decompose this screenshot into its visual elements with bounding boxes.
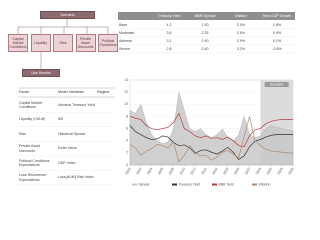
table-cell: Loss Recurrence Expectations <box>19 173 47 182</box>
y-tick-label: 8 <box>126 114 128 118</box>
x-tick-label: 2024 <box>255 167 262 176</box>
table-cell: Severe <box>119 46 131 51</box>
x-tick-label: 2008 <box>168 167 175 176</box>
legend-label: Spread <box>139 183 150 187</box>
child-node: Risk <box>53 34 73 52</box>
table-cell: 2.6% <box>236 30 246 35</box>
x-tick-label: 2030 <box>287 167 294 176</box>
table-cell: 3.6 <box>166 30 172 35</box>
y-tick-label: 0 <box>126 163 128 167</box>
x-tick-label: 2004 <box>146 167 153 176</box>
table-cell: Adverse <box>119 38 133 43</box>
x-tick-label: 2012 <box>190 167 197 176</box>
table-cell: 2.8 <box>166 46 172 51</box>
x-tick-label: 2002 <box>135 167 142 176</box>
x-tick-label: 2028 <box>277 167 284 176</box>
child-node: Private Asset Discounts <box>75 34 96 52</box>
table-header: BB/B Spread <box>194 13 216 18</box>
table-header: Treasury Yield <box>157 13 181 18</box>
table-header: Real GDP Growth <box>262 13 292 18</box>
legend-swatch <box>252 183 257 186</box>
area <box>129 92 294 166</box>
x-tick-label: 2010 <box>179 167 186 176</box>
table-cell: 1.50 <box>201 22 209 27</box>
x-tick-label: 2000 <box>124 167 131 176</box>
table-cell: 5M <box>58 117 63 122</box>
table-cell: Defer Value <box>58 146 77 151</box>
table-cell: 3.40 <box>201 46 209 51</box>
y-tick-label: 6 <box>126 126 128 130</box>
y-tick-label: 14 <box>124 78 128 82</box>
table-cell: Nominal Treasury Yield <box>58 102 95 107</box>
line <box>129 125 293 161</box>
table-cell: 3.1 <box>166 38 172 43</box>
x-tick-label: 2018 <box>222 167 229 176</box>
table-cell: Risk <box>19 131 26 136</box>
table-cell: 3.2% <box>236 46 246 51</box>
legend-swatch <box>172 183 177 186</box>
table-cell: 2.90 <box>201 38 209 43</box>
table-cell: 2.0% <box>236 22 246 27</box>
table-header: Model Variables <box>58 90 84 95</box>
x-tick-label: 2016 <box>211 167 218 176</box>
table-cell: 0.1% <box>272 38 282 43</box>
child-node: Liquidity <box>30 34 51 52</box>
y-tick-label: 10 <box>124 102 128 106</box>
table-header-bg <box>118 12 295 20</box>
legend-label: Treasury Yield <box>179 183 201 187</box>
table-cell: Private Asset Discounts <box>19 144 40 153</box>
root-node: Scenario <box>40 11 95 19</box>
table-cell: -0.8% <box>272 46 282 51</box>
scenario-label-bg <box>264 82 289 87</box>
table-cell: 2.25 <box>201 30 209 35</box>
table-cell: Loss(AUM) Risk Index <box>58 175 94 180</box>
x-tick-label: 2006 <box>157 167 164 176</box>
y-tick-label: 4 <box>126 139 128 143</box>
table-cell: GDP Index <box>58 160 76 165</box>
line <box>129 116 293 163</box>
table-header: Factor <box>19 90 30 95</box>
page: Scenario 0 2 4 6 8 10 12 14 2000 2002 2004 2006 2008 2… <box>8 11 295 187</box>
child-node: Political Conditions <box>98 34 118 52</box>
result-node: Use Results <box>22 69 60 77</box>
table-cell: Base <box>119 22 128 27</box>
table-cell: 1.8% <box>272 22 282 27</box>
table-cell: Liquidity (CM-M) <box>19 117 46 122</box>
table-cell: Capital Market Conditions <box>19 100 43 109</box>
legend-swatch <box>132 183 137 186</box>
table-cell: 2.9% <box>236 38 246 43</box>
line <box>129 112 293 148</box>
table-header: Regime <box>97 90 110 95</box>
table-cell: 0.9% <box>272 30 282 35</box>
table-cell: Moderate <box>119 30 135 35</box>
table-cell: Historical Spread <box>58 131 86 136</box>
scenario-label: Scenario <box>270 83 283 87</box>
table-cell: 4.2 <box>166 22 172 27</box>
legend-label: BBB Yield <box>219 183 234 187</box>
x-tick-label: 2020 <box>233 167 240 176</box>
legend-swatch <box>212 183 217 186</box>
y-tick-label: 12 <box>124 90 128 94</box>
x-tick-label: 2026 <box>266 167 273 176</box>
table-cell: Political Conditions Expectations <box>19 158 50 167</box>
canvas: Scenario 0 2 4 6 8 10 12 14 2000 2002 2004 2006 2008 2… <box>17 12 295 187</box>
child-node: Capital Market Conditions <box>8 34 28 52</box>
x-tick-label: 2022 <box>244 167 251 176</box>
y-tick-label: 2 <box>126 151 128 155</box>
table-header: Inflation <box>234 13 248 18</box>
diagram-edges <box>17 19 109 69</box>
x-tick-label: 2014 <box>200 167 207 176</box>
legend-label: Inflation <box>259 183 271 187</box>
